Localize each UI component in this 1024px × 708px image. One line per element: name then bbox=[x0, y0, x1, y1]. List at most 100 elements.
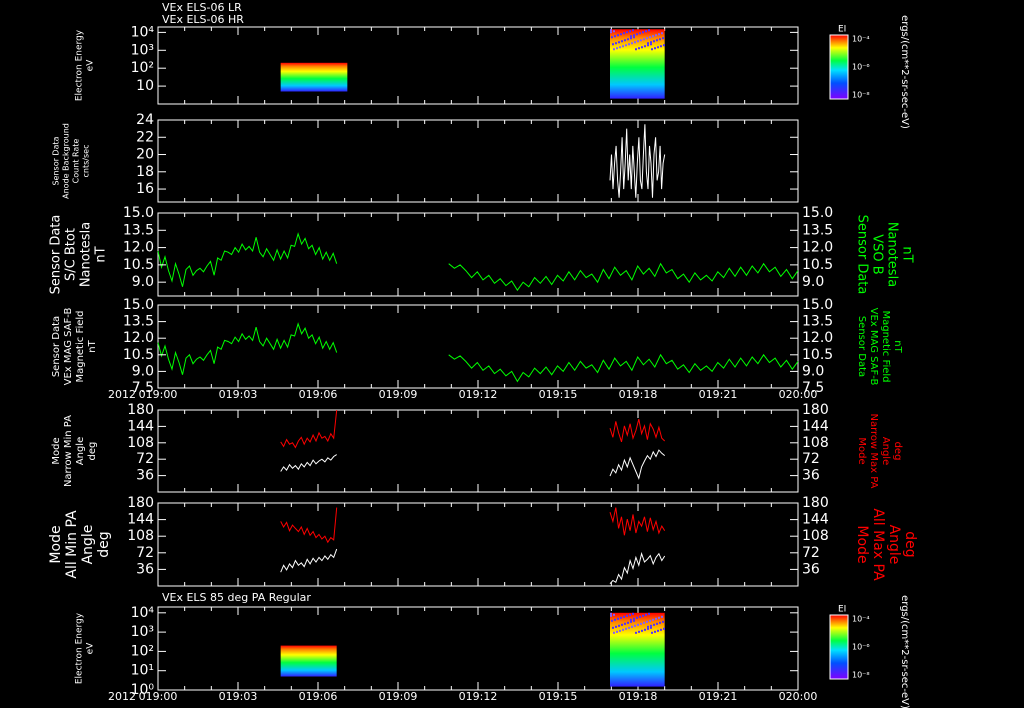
y-tick-label-right: 12.0 bbox=[802, 240, 833, 256]
spectrogram-speckle bbox=[638, 47, 640, 50]
spectrogram-speckle bbox=[617, 617, 619, 620]
colorbar-label: EI bbox=[838, 605, 846, 615]
spectrogram-speckle bbox=[618, 624, 620, 627]
time-axis-tick-label: 019:18 bbox=[619, 690, 658, 703]
spectrogram-speckle bbox=[652, 35, 654, 38]
y-tick-label: 10⁴ bbox=[131, 24, 155, 40]
spectrogram-block-0 bbox=[280, 62, 348, 92]
time-axis-tick-label: 020:00 bbox=[779, 388, 818, 401]
spectrogram-speckle bbox=[649, 619, 651, 622]
spectrogram-speckle bbox=[611, 36, 613, 39]
spectrogram-speckle bbox=[661, 615, 663, 618]
spectrogram-speckle bbox=[619, 629, 621, 632]
spectrogram-speckle bbox=[623, 615, 625, 618]
series-line-0 bbox=[609, 124, 666, 198]
spectrogram-speckle bbox=[648, 612, 650, 615]
y-tick-label: 36 bbox=[136, 468, 154, 484]
spectrogram-speckle bbox=[633, 34, 635, 37]
time-axis-tick-label: 019:21 bbox=[699, 690, 738, 703]
spectrogram-speckle bbox=[628, 43, 630, 46]
spectrogram-speckle bbox=[657, 629, 659, 632]
time-axis-tick-label: 019:09 bbox=[379, 690, 418, 703]
spectrogram-speckle bbox=[625, 627, 627, 630]
y-axis-title-right-line: nT bbox=[892, 340, 903, 353]
y-tick-label: 10² bbox=[131, 643, 154, 659]
time-axis-tick-label: 019:15 bbox=[539, 690, 578, 703]
spectrogram-speckle bbox=[650, 626, 652, 629]
spectrogram-speckle bbox=[630, 620, 632, 623]
spectrogram-speckle bbox=[641, 629, 643, 632]
spectrogram-speckle bbox=[630, 37, 632, 40]
spectrogram-speckle bbox=[650, 41, 652, 44]
y-axis-title-line: Nanotesla bbox=[79, 222, 94, 287]
spectrogram-speckle bbox=[613, 631, 615, 634]
spectrogram-speckle bbox=[640, 39, 642, 42]
spectrogram-speckle bbox=[619, 46, 621, 49]
y-tick-label-right: 180 bbox=[802, 402, 829, 418]
y-tick-label-right: 15.0 bbox=[802, 297, 833, 313]
spectrogram-speckle bbox=[630, 35, 632, 38]
spectrogram-speckle bbox=[646, 620, 648, 623]
y-tick-label-right: 9.0 bbox=[802, 363, 824, 379]
y-tick-label: 13.5 bbox=[123, 222, 154, 238]
colorbar-tick-label: 10⁻⁶ bbox=[852, 63, 870, 72]
y-tick-label: 36 bbox=[136, 561, 154, 577]
spectrogram-speckle bbox=[629, 613, 631, 616]
series-line-0 bbox=[157, 322, 338, 375]
y-axis-title-right-line: Mode bbox=[856, 437, 867, 464]
y-tick-label: 10³ bbox=[131, 42, 154, 58]
spectrogram-speckle bbox=[627, 621, 629, 624]
y-tick-label: 18 bbox=[136, 164, 154, 180]
spectrogram-speckle bbox=[621, 623, 623, 626]
spectrogram-block-0 bbox=[280, 645, 337, 677]
time-axis-tick-label: 019:03 bbox=[219, 388, 258, 401]
spectrogram-speckle bbox=[634, 41, 636, 44]
spectrogram-speckle bbox=[649, 36, 651, 39]
panel-frame-2 bbox=[157, 212, 799, 297]
y-tick-label: 10¹ bbox=[131, 663, 154, 679]
spectrogram-speckle bbox=[647, 42, 649, 45]
spectrogram-speckle bbox=[612, 43, 614, 46]
y-axis-title-line: cnts/sec bbox=[82, 145, 91, 178]
time-axis-tick-label: 019:06 bbox=[299, 388, 338, 401]
y-tick-label: 13.5 bbox=[123, 314, 154, 330]
spectrogram-speckle bbox=[632, 29, 634, 32]
y-axis-title-right-line: deg bbox=[902, 531, 918, 557]
spectrogram-speckle bbox=[610, 29, 612, 32]
time-axis-tick-label: 019:06 bbox=[299, 690, 338, 703]
spectrogram-speckle bbox=[636, 616, 638, 619]
y-axis-title-line: Count Rate bbox=[72, 139, 81, 184]
y-axis-title-right-line: VEx MAG SAF-B bbox=[868, 308, 879, 386]
spectrogram-speckle bbox=[646, 37, 648, 40]
time-axis-tick-label: 019:00 bbox=[139, 388, 178, 401]
y-axis-title-right-line: Sensor Data bbox=[856, 316, 867, 377]
y-tick-label: 9.0 bbox=[132, 363, 154, 379]
spectrogram-speckle bbox=[642, 614, 644, 617]
spectrogram-speckle bbox=[631, 42, 633, 45]
y-tick-label: 144 bbox=[127, 512, 154, 528]
spectrogram-speckle bbox=[639, 615, 641, 618]
spectrogram-speckle bbox=[642, 31, 644, 34]
time-axis-tick-label: 019:21 bbox=[699, 388, 738, 401]
spectrogram-speckle bbox=[660, 628, 662, 631]
colorbar-tick-label: 10⁻⁴ bbox=[852, 615, 870, 624]
panel-title: VEx ELS 85 deg PA Regular bbox=[162, 591, 311, 604]
time-axis-tick-label: 019:03 bbox=[219, 690, 258, 703]
y-axis-title-line: Mode bbox=[48, 525, 64, 563]
y-axis-title-line: eV bbox=[86, 59, 96, 72]
spectrogram-speckle bbox=[616, 630, 618, 633]
spectrogram-speckle bbox=[655, 617, 657, 620]
panel-frame-3 bbox=[157, 304, 799, 389]
spectrogram-speckle bbox=[633, 617, 635, 620]
y-axis-title-line: Magnetic Field bbox=[75, 310, 86, 382]
y-tick-label-right: 108 bbox=[802, 528, 829, 544]
spectrogram-speckle bbox=[610, 31, 612, 34]
y-axis-title-line: VEx MAG SAF-B bbox=[63, 308, 74, 386]
spectrogram-speckle bbox=[614, 618, 616, 621]
spectrogram-speckle bbox=[661, 32, 663, 35]
spectrogram-speckle bbox=[663, 44, 665, 47]
time-axis-year: 2012 bbox=[108, 690, 136, 703]
colorbar-tick-label: 10⁻⁴ bbox=[852, 35, 870, 44]
spectrogram-speckle bbox=[659, 621, 661, 624]
spectrogram-speckle bbox=[655, 34, 657, 37]
